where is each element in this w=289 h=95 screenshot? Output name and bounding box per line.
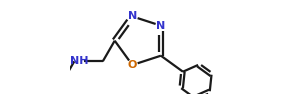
Text: N: N <box>128 11 137 21</box>
Text: NH: NH <box>70 56 88 66</box>
Text: N: N <box>156 21 166 31</box>
Text: O: O <box>128 60 137 70</box>
